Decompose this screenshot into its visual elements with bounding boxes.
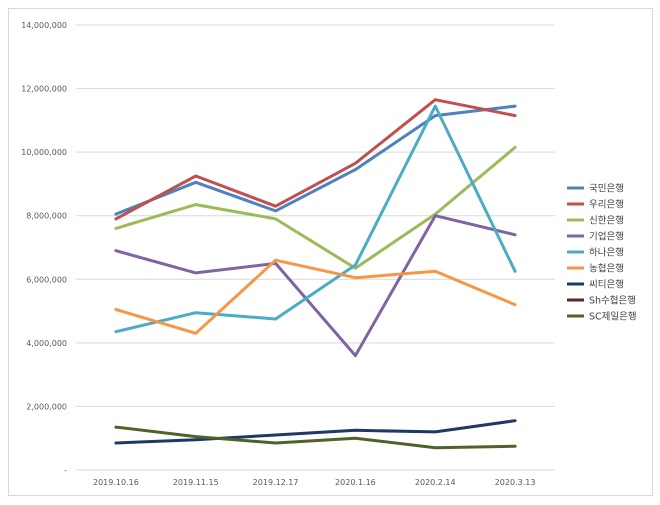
legend-label: 신한은행	[589, 215, 624, 227]
x-tick-label: 2019.10.16	[93, 478, 139, 487]
data-point	[513, 104, 517, 108]
data-point	[513, 233, 517, 236]
data-point	[274, 217, 277, 221]
data-point	[274, 204, 277, 208]
legend-label: Sh수협은행	[589, 295, 636, 307]
legend-label: 하나은행	[589, 247, 624, 259]
x-axis: 2019.10.16 2019.11.15 2019.12.17 2020.1.16 2…	[93, 478, 535, 487]
data-point	[114, 212, 118, 216]
data-point	[274, 209, 277, 213]
data-point	[434, 104, 437, 108]
legend-label: 기업은행	[589, 231, 624, 243]
series-line-2	[114, 145, 517, 270]
data-point	[194, 332, 197, 335]
data-point	[354, 168, 357, 171]
y-tick-label: 4,000,000	[26, 339, 67, 348]
series-line-4	[114, 104, 517, 334]
data-point	[114, 330, 118, 333]
y-tick-label: 6,000,000	[26, 275, 67, 284]
data-point	[354, 276, 357, 279]
data-point	[434, 114, 437, 117]
y-axis: - 2,000,000 4,000,000 6,000,000 8,000,000 10,…	[21, 21, 67, 475]
data-point	[114, 249, 118, 252]
legend-label: 국민은행	[589, 183, 624, 195]
data-point	[513, 444, 517, 448]
data-point	[274, 259, 277, 262]
data-point	[434, 446, 437, 449]
data-point	[274, 317, 277, 321]
x-tick-label: 2020.2.14	[415, 478, 456, 487]
data-point	[194, 435, 197, 438]
data-point	[513, 146, 517, 149]
x-tick-label: 2019.11.15	[173, 478, 219, 487]
y-tick-label: 14,000,000	[21, 21, 67, 30]
data-point	[434, 270, 437, 273]
data-point	[434, 98, 437, 101]
y-tick-label: 10,000,000	[21, 148, 67, 157]
data-point	[194, 271, 197, 275]
series-line-8	[114, 425, 517, 450]
series-line-1	[114, 98, 517, 221]
series-line-0	[114, 104, 517, 216]
data-point	[354, 429, 357, 432]
data-point	[513, 114, 517, 117]
series-lines	[114, 98, 517, 450]
data-point	[434, 214, 437, 217]
data-point	[274, 433, 277, 437]
series-line-6	[114, 419, 517, 445]
data-point	[194, 311, 197, 314]
y-tick-label: 8,000,000	[26, 212, 67, 221]
data-point	[434, 430, 437, 434]
data-point	[194, 174, 197, 178]
legend-label: 씨티은행	[589, 279, 624, 291]
y-tick-label: 2,000,000	[26, 402, 67, 411]
data-point	[194, 203, 197, 206]
data-point	[194, 181, 197, 184]
data-point	[194, 438, 197, 442]
gridlines	[76, 24, 555, 471]
data-point	[354, 354, 357, 357]
data-point	[354, 437, 357, 440]
series-line-3	[114, 214, 517, 358]
data-point	[354, 266, 357, 270]
x-tick-label: 2020.1.16	[335, 478, 376, 487]
x-tick-label: 2019.12.17	[253, 478, 299, 487]
data-point	[114, 425, 118, 429]
legend-label: 농협은행	[589, 263, 624, 275]
legend-label: SC제일은행	[589, 311, 637, 323]
data-point	[513, 419, 517, 422]
data-point	[513, 303, 517, 306]
y-tick-label: 12,000,000	[21, 85, 67, 94]
data-point	[114, 227, 118, 230]
data-point	[354, 162, 357, 165]
data-point	[114, 441, 118, 445]
x-tick-label: 2020.3.13	[495, 478, 536, 487]
series-line-5	[114, 258, 517, 335]
data-point	[354, 263, 357, 267]
data-point	[114, 308, 118, 311]
data-point	[114, 217, 118, 221]
data-point	[513, 270, 517, 273]
y-tick-label: -	[64, 466, 67, 475]
legend-label: 우리은행	[589, 199, 624, 211]
data-point	[274, 441, 277, 445]
